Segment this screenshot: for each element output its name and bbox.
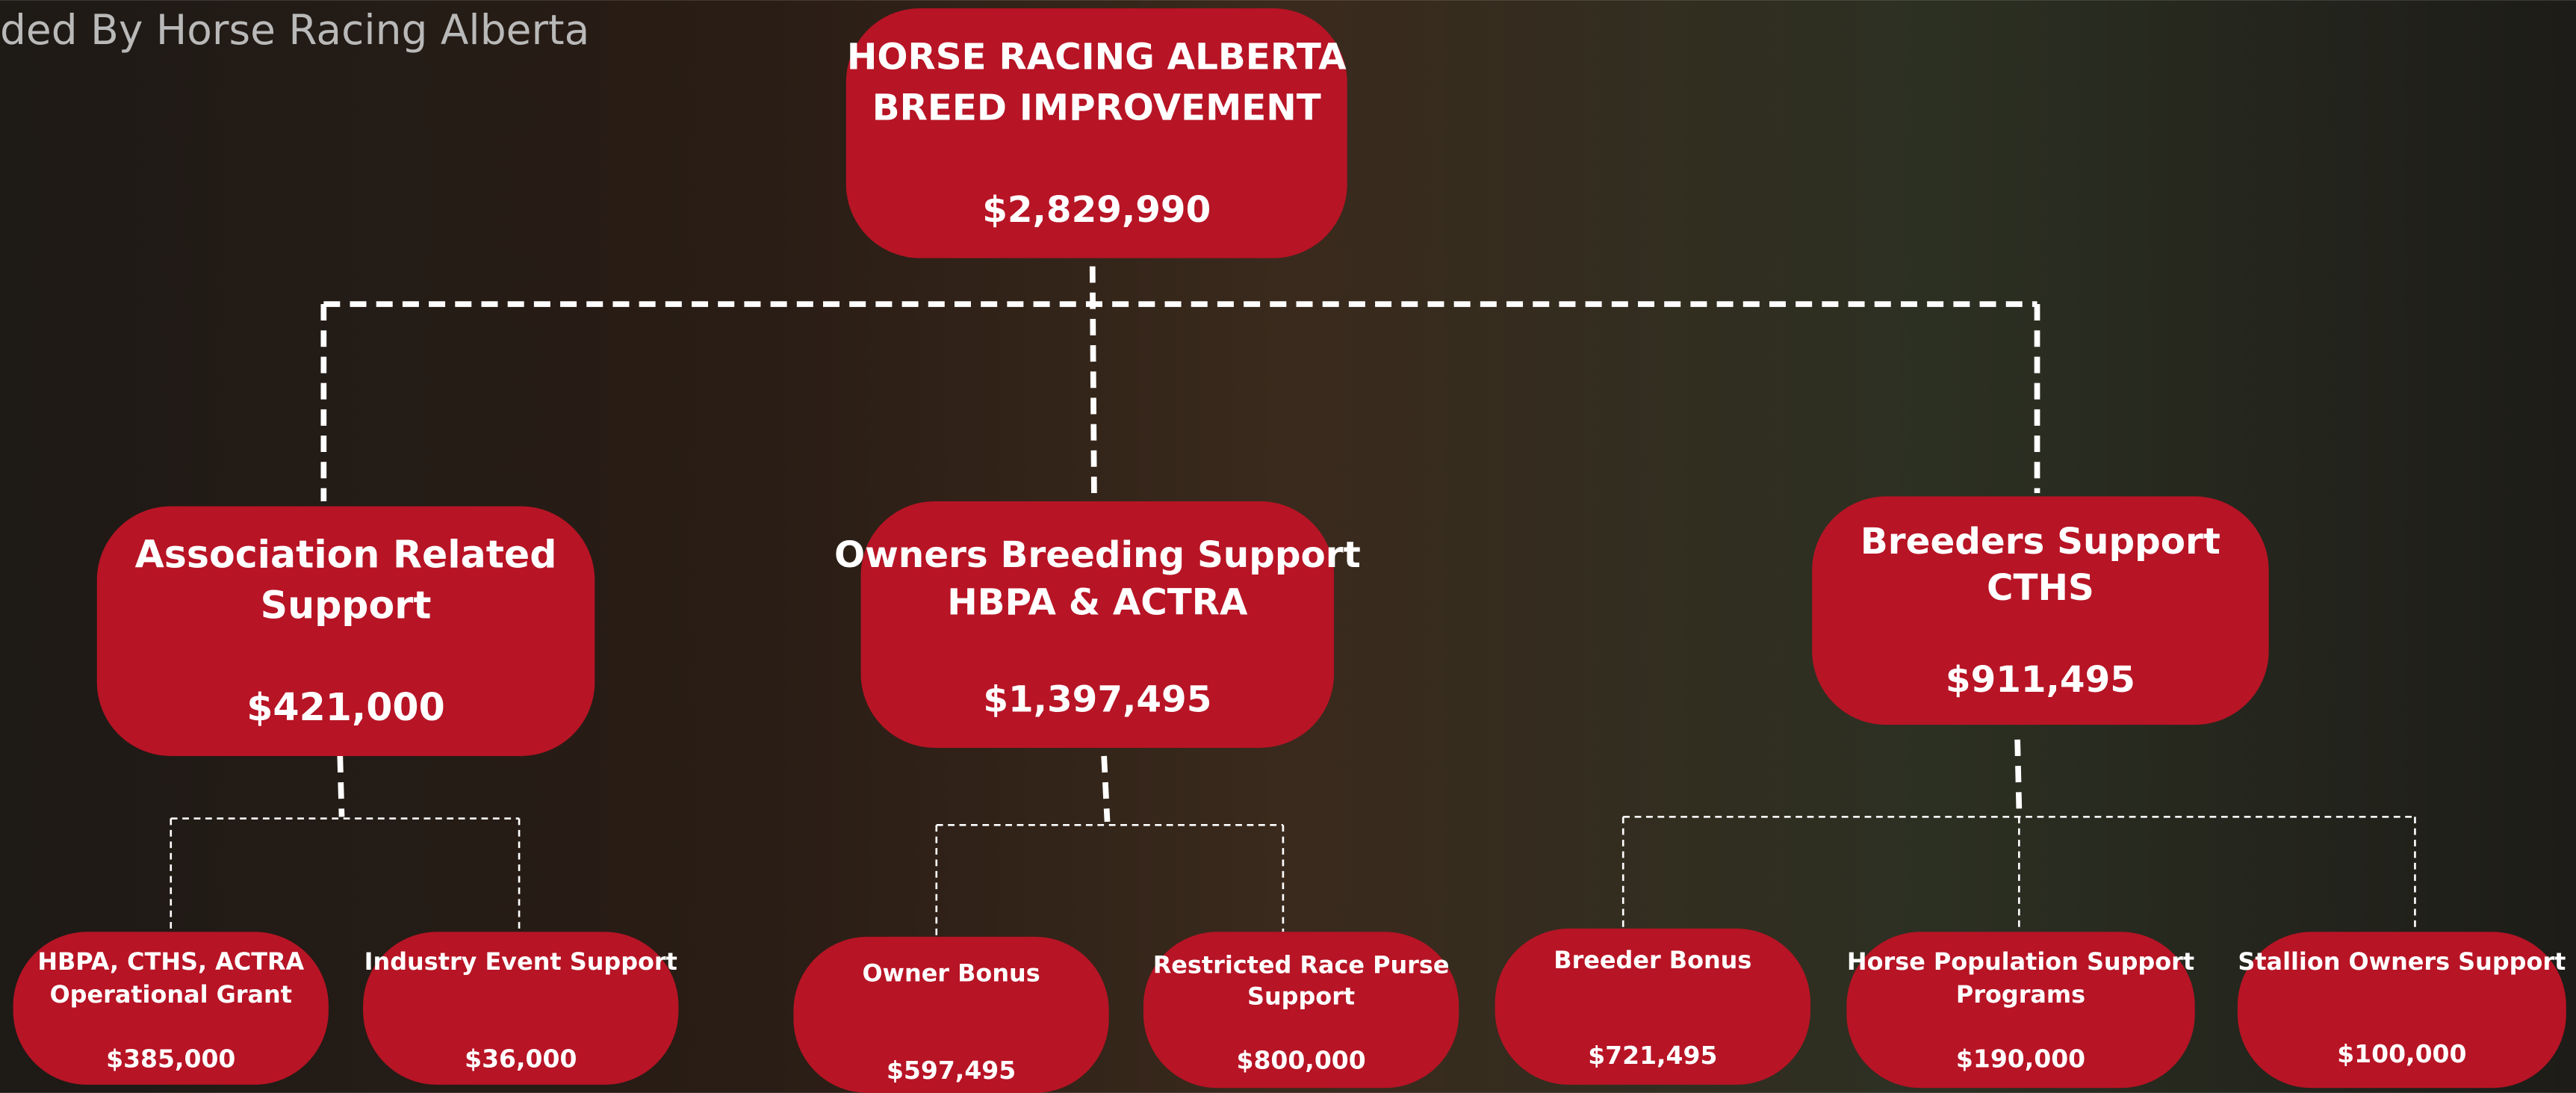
node-title: CTHS — [1987, 567, 2094, 609]
node-amount: $800,000 — [1237, 1046, 1366, 1075]
node-amount: $597,495 — [887, 1056, 1016, 1085]
branch-stem — [337, 739, 2023, 823]
node-amount: $721,495 — [1588, 1041, 1717, 1070]
node-amount: $100,000 — [2337, 1039, 2466, 1068]
node-amount: $421,000 — [246, 685, 445, 729]
node-amount: $36,000 — [465, 1044, 577, 1073]
node-title: HORSE RACING ALBERTA — [847, 36, 1347, 78]
node-box — [13, 932, 329, 1085]
node-box — [860, 501, 1335, 748]
node-box — [845, 8, 1347, 258]
node-title: Horse Population Support — [1847, 947, 2194, 976]
node-title: Restricted Race Purse — [1153, 951, 1450, 979]
node-title: Owner Bonus — [862, 959, 1040, 988]
node-title: Owners Breeding Support — [834, 534, 1361, 576]
header-text: ded By Horse Racing Alberta — [0, 6, 589, 54]
node-amount: $190,000 — [1956, 1044, 2085, 1073]
node-title: Support — [1247, 982, 1355, 1010]
node-title: Association Related — [135, 532, 557, 576]
node-box — [2237, 932, 2566, 1089]
node-box — [1812, 496, 2269, 725]
leaf-connector — [170, 816, 2416, 937]
node-amount: $385,000 — [106, 1044, 235, 1073]
node-box — [363, 932, 679, 1085]
node-box — [1846, 932, 2195, 1089]
node-title: Programs — [1956, 980, 2085, 1009]
node-title: Industry Event Support — [364, 947, 677, 976]
node-title: Support — [261, 583, 432, 627]
node-title: HBPA & ACTRA — [947, 582, 1248, 624]
node-title: Stallion Owners Support — [2238, 947, 2566, 976]
node-box — [96, 506, 595, 756]
node-amount: $1,397,495 — [983, 678, 1211, 720]
main-connector — [320, 266, 2040, 502]
node-title: Operational Grant — [50, 980, 292, 1009]
node-box — [793, 936, 1109, 1093]
node-title: HBPA, CTHS, ACTRA — [37, 947, 304, 976]
node-title: Breeders Support — [1860, 521, 2220, 563]
node-amount: $2,829,990 — [982, 189, 1211, 231]
node-title: Breeder Bonus — [1554, 946, 1751, 974]
node-amount: $911,495 — [1946, 659, 2135, 701]
node-box — [1495, 928, 1810, 1085]
node-title: BREED IMPROVEMENT — [872, 87, 1321, 129]
node-box — [1143, 932, 1459, 1089]
connectors — [170, 266, 2416, 937]
